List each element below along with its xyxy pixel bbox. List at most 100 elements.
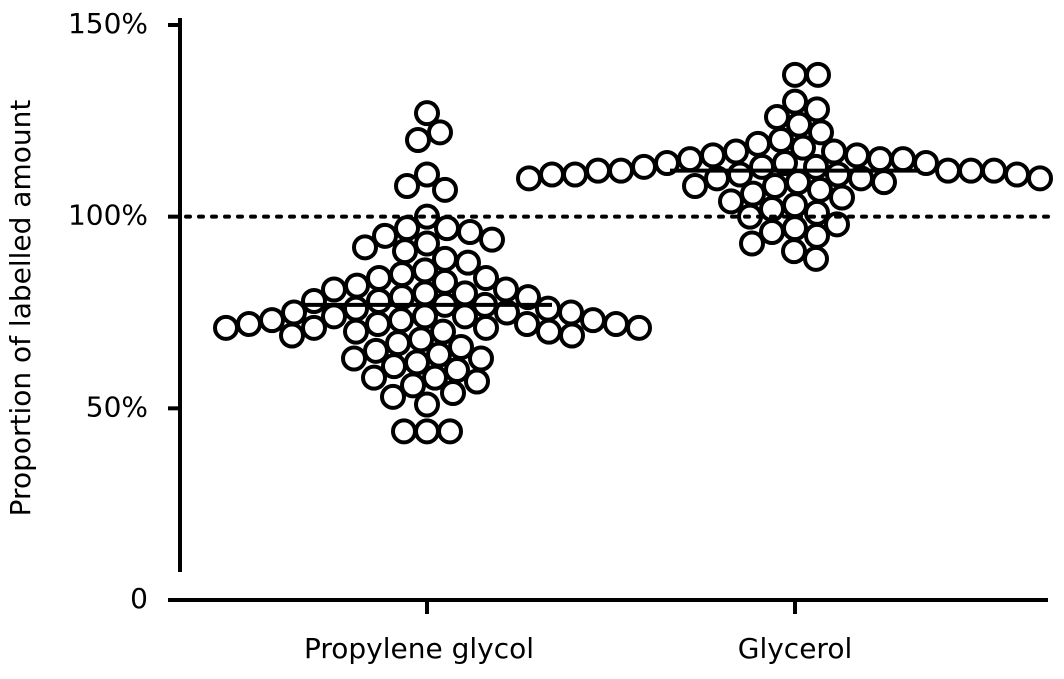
data-point	[516, 165, 542, 192]
data-point	[414, 161, 440, 188]
data-point	[580, 307, 606, 334]
data-point	[704, 165, 730, 192]
data-point	[536, 318, 562, 345]
data-point	[718, 188, 744, 215]
data-point	[281, 299, 307, 326]
data-point	[824, 211, 850, 238]
data-point	[829, 184, 855, 211]
data-point	[361, 364, 387, 391]
data-point	[405, 127, 431, 153]
x-tick-label: Glycerol	[738, 632, 852, 665]
data-point	[343, 295, 369, 322]
data-point	[1004, 161, 1030, 188]
data-point	[935, 157, 961, 184]
data-point	[981, 157, 1007, 184]
data-point	[871, 169, 897, 196]
data-point	[455, 249, 481, 276]
data-point	[414, 418, 440, 445]
data-point	[782, 192, 808, 219]
y-tick-label: 150%	[68, 7, 148, 40]
data-point	[365, 311, 391, 337]
data-point	[558, 299, 584, 326]
data-point	[781, 238, 807, 265]
data-point	[301, 314, 327, 341]
data-point	[400, 372, 426, 399]
data-point	[677, 146, 703, 173]
data-point	[493, 276, 519, 303]
data-point	[440, 380, 466, 406]
data-point	[958, 157, 984, 184]
data-point	[381, 353, 407, 380]
data-point	[782, 215, 808, 242]
data-point	[321, 276, 347, 303]
data-point	[391, 418, 417, 445]
data-point	[279, 322, 305, 349]
data-point	[808, 119, 834, 146]
data-point	[562, 161, 588, 188]
data-point	[626, 314, 652, 341]
data-point	[807, 176, 833, 203]
data-point	[394, 173, 420, 199]
data-point	[344, 272, 370, 299]
data-point	[464, 368, 490, 395]
data-point	[236, 311, 262, 337]
data-point	[745, 130, 771, 157]
data-point	[452, 303, 478, 330]
data-point	[723, 138, 749, 165]
data-point	[392, 238, 418, 265]
data-point	[372, 222, 398, 249]
data-point	[414, 230, 440, 257]
data-point	[213, 314, 239, 341]
data-point	[682, 173, 708, 199]
data-point	[494, 299, 520, 326]
data-point	[803, 245, 829, 272]
data-point	[473, 265, 499, 291]
data-point	[479, 226, 505, 253]
data-point	[394, 215, 420, 242]
data-point	[768, 127, 794, 153]
data-point	[739, 230, 765, 257]
data-point	[366, 265, 392, 291]
data-point	[468, 345, 494, 372]
data-point	[414, 391, 440, 418]
data-point	[515, 284, 541, 311]
data-point	[473, 314, 499, 341]
data-point	[341, 345, 367, 372]
data-point	[844, 142, 870, 169]
data-point	[700, 142, 726, 169]
data-point	[427, 119, 453, 146]
data-point	[790, 134, 816, 161]
data-point	[737, 203, 763, 230]
data-point	[414, 203, 440, 230]
data-point	[762, 173, 788, 199]
data-point	[414, 100, 440, 127]
data-point	[514, 311, 540, 337]
x-tick-label: Propylene glycol	[304, 632, 534, 665]
data-point	[608, 157, 634, 184]
data-point	[259, 307, 285, 334]
data-point	[385, 330, 411, 357]
data-point	[890, 146, 916, 173]
data-point	[366, 288, 392, 314]
data-point	[749, 153, 775, 180]
data-point	[363, 337, 389, 364]
data-point	[437, 418, 463, 445]
data-point	[631, 153, 657, 180]
data-point	[759, 219, 785, 245]
data-point	[535, 295, 561, 322]
data-point	[913, 150, 939, 176]
y-tick-label: 100%	[68, 199, 148, 232]
data-point	[457, 219, 483, 245]
data-point	[559, 322, 585, 349]
data-point	[434, 215, 460, 242]
data-point	[389, 261, 415, 288]
data-point	[804, 222, 830, 249]
data-point	[785, 169, 811, 196]
data-point	[867, 146, 893, 173]
y-tick-label: 0	[130, 582, 148, 615]
data-point	[585, 157, 611, 184]
y-tick-label: 50%	[86, 390, 148, 423]
data-point	[432, 176, 458, 203]
data-point	[764, 104, 790, 130]
